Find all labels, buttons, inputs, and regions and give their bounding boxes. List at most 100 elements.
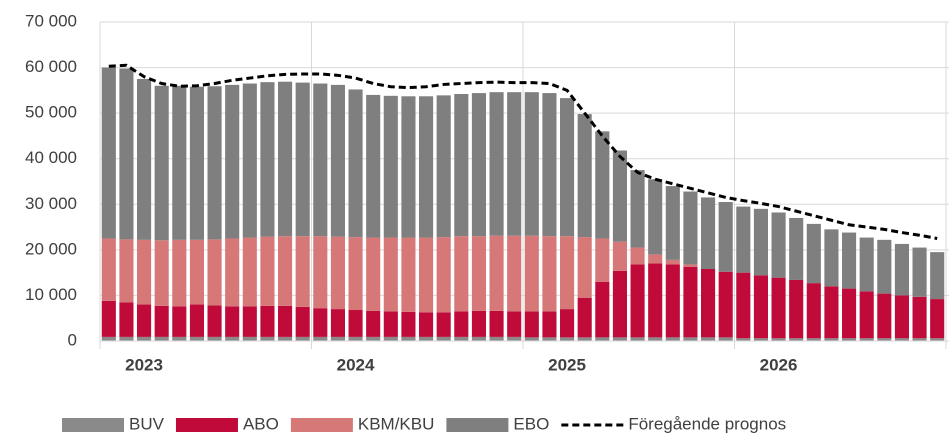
- bar-segment: [824, 229, 839, 287]
- bar-segment: [419, 336, 434, 341]
- bar-segment: [101, 238, 116, 301]
- bar-segment: [612, 241, 627, 271]
- bar-segment: [330, 236, 345, 310]
- bar-segment: [348, 310, 363, 337]
- bar-segment: [419, 312, 434, 337]
- bar-segment: [718, 202, 733, 272]
- bar-segment: [119, 68, 134, 240]
- legend-swatch: [446, 418, 509, 432]
- bar-segment: [824, 338, 839, 341]
- bar-segment: [789, 279, 804, 339]
- bar-segment: [207, 305, 222, 337]
- bar-segment: [295, 236, 310, 307]
- bar-segment: [260, 236, 275, 306]
- bar-segment: [225, 336, 240, 341]
- bar-segment: [877, 293, 892, 339]
- x-tick-label: 2023: [125, 355, 163, 374]
- bar-segment: [683, 191, 698, 265]
- bar-segment: [436, 312, 451, 337]
- bar-segment: [595, 281, 610, 338]
- bar-segment: [771, 338, 786, 341]
- bar-segment: [806, 223, 821, 284]
- bar-segment: [718, 337, 733, 341]
- bar-segment: [313, 308, 328, 337]
- legend-label: KBM/KBU: [358, 414, 435, 433]
- bar-segment: [383, 95, 398, 238]
- bar-segment: [630, 264, 645, 338]
- bar-segment: [471, 93, 486, 237]
- y-tick-label: 20 000: [25, 239, 77, 258]
- legend-swatch: [62, 418, 124, 432]
- bar-segment: [665, 337, 680, 341]
- bar-segment: [383, 237, 398, 312]
- bar-segment: [419, 96, 434, 238]
- x-tick-label: 2025: [548, 355, 586, 374]
- bar-segment: [348, 89, 363, 238]
- bar-segment: [630, 247, 645, 265]
- bar-segment: [189, 336, 204, 341]
- bar-segment: [225, 84, 240, 239]
- bar-segment: [630, 337, 645, 341]
- x-tick-label: 2026: [760, 355, 798, 374]
- bar-segment: [154, 240, 169, 306]
- bar-segment: [542, 236, 557, 312]
- bar-segment: [507, 92, 522, 236]
- bar-segment: [454, 336, 469, 341]
- bar-segment: [859, 237, 874, 292]
- bar-segment: [842, 338, 857, 341]
- bar-segment: [701, 337, 716, 341]
- bar-segment: [137, 304, 152, 337]
- bar-segment: [560, 236, 575, 310]
- bar-segment: [172, 336, 187, 341]
- bar-segment: [313, 336, 328, 341]
- bar-segment: [225, 306, 240, 337]
- y-tick-label: 70 000: [25, 11, 77, 30]
- bar-segment: [366, 310, 381, 337]
- bar-segment: [419, 237, 434, 313]
- bar-segment: [789, 217, 804, 280]
- bar-segment: [436, 336, 451, 341]
- legend-label: EBO: [513, 414, 549, 433]
- bar-segment: [648, 263, 663, 338]
- bar-segment: [507, 235, 522, 312]
- bar-segment: [489, 310, 504, 337]
- bar-segment: [736, 338, 751, 341]
- bar-segment: [278, 305, 293, 337]
- bar-segment: [489, 92, 504, 236]
- bar-segment: [101, 300, 116, 337]
- bar-segment: [912, 338, 927, 341]
- bar-segment: [930, 338, 945, 341]
- bar-segment: [101, 336, 116, 341]
- bar-segment: [877, 338, 892, 341]
- x-tick-label: 2024: [337, 355, 375, 374]
- bar-segment: [454, 94, 469, 237]
- bar-segment: [383, 336, 398, 341]
- bar-segment: [207, 86, 222, 240]
- bar-segment: [806, 283, 821, 339]
- bar-segment: [172, 306, 187, 337]
- bar-segment: [366, 94, 381, 238]
- bar-segment: [753, 275, 768, 339]
- bar-segment: [330, 84, 345, 237]
- bar-segment: [225, 238, 240, 307]
- bar-segment: [753, 338, 768, 341]
- bar-segment: [366, 336, 381, 341]
- bar-segment: [524, 311, 539, 338]
- y-tick-label: 30 000: [25, 194, 77, 213]
- bar-segment: [612, 150, 627, 242]
- bar-segment: [859, 291, 874, 339]
- bar-segment: [471, 310, 486, 337]
- bar-segment: [630, 170, 645, 248]
- bar-segment: [542, 311, 557, 338]
- legend-label: BUV: [129, 414, 165, 433]
- bar-segment: [189, 304, 204, 337]
- legend-label: Föregående prognos: [628, 414, 786, 433]
- bar-segment: [718, 271, 733, 338]
- bar-segment: [154, 305, 169, 337]
- bar-segment: [683, 264, 698, 267]
- bar-segment: [154, 85, 169, 241]
- bar-segment: [260, 305, 275, 337]
- bar-segment: [542, 337, 557, 341]
- bar-segment: [330, 309, 345, 337]
- bar-segment: [665, 186, 680, 260]
